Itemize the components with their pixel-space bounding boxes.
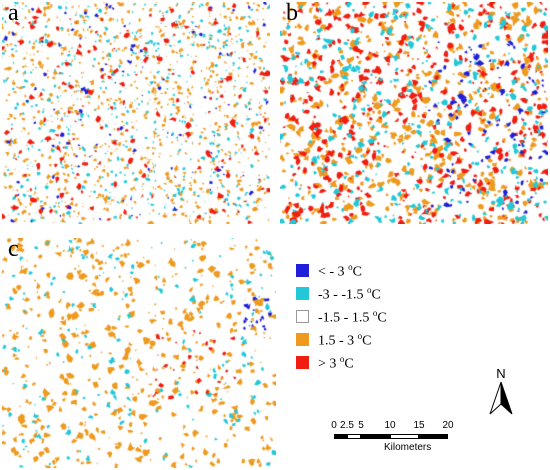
- legend-label: < - 3 oC: [318, 262, 362, 280]
- legend-swatch: [296, 310, 309, 323]
- panel-label-a: a: [8, 2, 19, 26]
- temperature-map-a: [2, 2, 270, 224]
- scale-segment: [334, 434, 347, 439]
- north-arrow-icon: N: [489, 366, 513, 415]
- scale-segment: [361, 434, 390, 439]
- legend-item-1-5-to-3: 1.5 - 3 oC: [296, 331, 496, 354]
- scale-tick: 0: [331, 420, 337, 431]
- map-panel-a: a: [2, 2, 270, 224]
- scale-tick: 2.5: [340, 420, 354, 431]
- scale-unit-label: Kilometers: [384, 442, 432, 453]
- legend-item-minus-3-to-minus-1-5: -3 - -1.5 oC: [296, 285, 496, 308]
- legend-swatch: [296, 287, 309, 300]
- scale-bar: 0 2.5 5 10 15 20 Kilometers: [320, 420, 470, 465]
- north-arrow: N: [486, 366, 516, 418]
- legend-label: -3 - -1.5 oC: [318, 285, 381, 303]
- scale-segment: [390, 434, 419, 439]
- scale-segment: [419, 434, 448, 439]
- temperature-map-c: [2, 238, 276, 468]
- map-panel-c: c: [2, 238, 276, 468]
- scale-segment: [347, 434, 361, 439]
- legend-swatch: [296, 333, 309, 346]
- legend-label: 1.5 - 3 oC: [318, 331, 372, 349]
- north-label: N: [496, 366, 505, 381]
- legend-item-gt-3: > 3 oC: [296, 354, 496, 377]
- legend-item-minus-1-5-to-1-5: -1.5 - 1.5 oC: [296, 308, 496, 331]
- legend: < - 3 oC -3 - -1.5 oC -1.5 - 1.5 oC 1.5 …: [296, 262, 496, 377]
- panel-label-b: b: [286, 2, 298, 26]
- legend-label: > 3 oC: [318, 354, 354, 372]
- scale-tick: 10: [384, 420, 396, 431]
- panel-label-c: c: [8, 238, 19, 262]
- legend-label: -1.5 - 1.5 oC: [318, 308, 387, 326]
- legend-swatch: [296, 356, 309, 369]
- temperature-map-b: [280, 2, 548, 224]
- legend-item-lt-minus-3: < - 3 oC: [296, 262, 496, 285]
- scale-tick: 20: [442, 420, 454, 431]
- scale-tick: 5: [358, 420, 364, 431]
- scale-tick: 15: [413, 420, 425, 431]
- map-panel-b: b: [280, 2, 548, 224]
- legend-swatch: [296, 264, 309, 277]
